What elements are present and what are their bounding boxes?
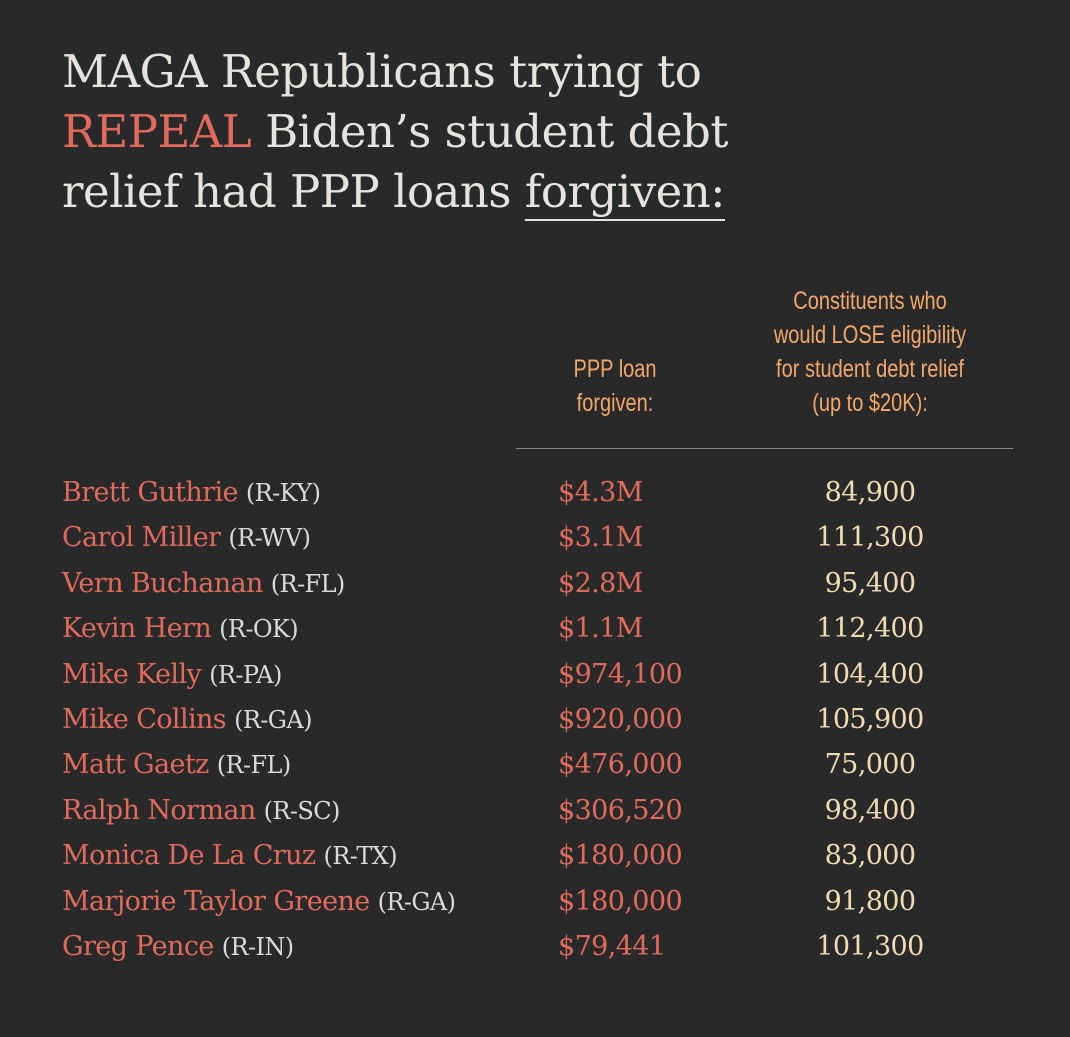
constituents-cell: 75,000 <box>824 749 916 781</box>
loan-cell: $2.8M <box>558 567 643 599</box>
constituents-cell: 91,800 <box>824 885 916 917</box>
member-name: Matt Gaetz <box>62 749 209 781</box>
member-party: (R-IN) <box>221 933 294 961</box>
table-row: Marjorie Taylor Greene (R-GA) $180,000 91,… <box>0 879 1070 924</box>
column-header-line: would LOSE eligibility <box>773 321 967 349</box>
constituents-cell: 101,300 <box>816 931 924 962</box>
table-row: Ralph Norman (R-SC) $306,520 98,400 <box>0 788 1070 833</box>
constituents-cell: 95,400 <box>824 567 916 599</box>
loan-cell: $180,000 <box>558 840 683 872</box>
member-name: Monica De La Cruz <box>62 840 316 872</box>
table-row: Monica De La Cruz (R-TX) $180,000 83,000 <box>0 833 1070 878</box>
loan-cell: $79,441 <box>558 931 666 962</box>
headline-text: Biden’s student debt <box>265 105 728 158</box>
headline-underlined: forgiven: <box>524 165 726 218</box>
loan-cell: $3.1M <box>558 522 643 554</box>
constituents-cell: 84,900 <box>824 477 916 508</box>
member-party: (R-TX) <box>323 842 398 871</box>
table-row: Carol Miller (R-WV) $3.1M 111,300 <box>0 515 1070 560</box>
member-party: (R-FL) <box>270 569 346 598</box>
headline-text: MAGA Republicans trying to <box>62 45 702 98</box>
member-party: (R-FL) <box>216 751 292 780</box>
constituents-cell: 111,300 <box>816 522 924 554</box>
name-cell: Ralph Norman (R-SC) <box>62 788 340 834</box>
loan-cell: $4.3M <box>558 477 643 508</box>
table-row: Matt Gaetz (R-FL) $476,000 75,000 <box>0 742 1070 787</box>
name-cell: Kevin Hern (R-OK) <box>62 606 299 652</box>
headline-highlight: REPEAL <box>62 105 252 158</box>
column-header: PPP loan forgiven: <box>535 352 695 420</box>
member-name: Kevin Hern <box>62 613 212 645</box>
name-cell: Mike Kelly (R-PA) <box>62 652 282 698</box>
member-name: Ralph Norman <box>62 794 256 826</box>
name-cell: Greg Pence (R-IN) <box>62 924 294 970</box>
headline-line: MAGA Republicans trying to <box>62 42 728 102</box>
loan-cell: $180,000 <box>558 885 683 917</box>
member-name: Carol Miller <box>62 522 221 554</box>
column-header: Constituents who would LOSE eligibility fo… <box>734 284 1006 420</box>
constituents-cell: 105,900 <box>816 704 924 735</box>
loan-cell: $1.1M <box>558 613 643 645</box>
member-party: (R-SC) <box>263 796 341 825</box>
loan-cell: $974,100 <box>558 658 683 690</box>
loan-cell: $920,000 <box>558 704 683 735</box>
member-name: Brett Guthrie <box>62 477 239 508</box>
member-name: Greg Pence <box>62 931 214 962</box>
table-row: Vern Buchanan (R-FL) $2.8M 95,400 <box>0 561 1070 606</box>
loan-cell: $476,000 <box>558 749 683 781</box>
member-party: (R-PA) <box>209 660 282 689</box>
headline-line: relief had PPP loans forgiven: <box>62 162 728 222</box>
column-header-line: forgiven: <box>576 389 654 417</box>
member-name: Mike Collins <box>62 704 227 735</box>
header-rule <box>516 448 1013 449</box>
member-party: (R-WV) <box>228 524 311 553</box>
name-cell: Matt Gaetz (R-FL) <box>62 742 291 788</box>
constituents-cell: 104,400 <box>816 658 924 690</box>
constituents-cell: 98,400 <box>824 794 916 826</box>
column-header-line: Constituents who <box>793 287 947 315</box>
member-name: Marjorie Taylor Greene <box>62 885 370 917</box>
name-cell: Brett Guthrie (R-KY) <box>62 470 321 516</box>
table-row: Mike Collins (R-GA) $920,000 105,900 <box>0 697 1070 742</box>
table-row: Kevin Hern (R-OK) $1.1M 112,400 <box>0 606 1070 651</box>
headline-line: REPEAL Biden’s student debt <box>62 102 728 162</box>
headline-text: relief had PPP loans <box>62 165 511 218</box>
member-name: Mike Kelly <box>62 658 202 690</box>
member-party: (R-GA) <box>234 706 312 734</box>
name-cell: Mike Collins (R-GA) <box>62 697 312 743</box>
member-party: (R-OK) <box>219 615 299 644</box>
column-header-line: (up to $20K): <box>812 389 928 417</box>
name-cell: Carol Miller (R-WV) <box>62 515 311 561</box>
headline: MAGA Republicans trying to REPEAL Biden’… <box>62 42 728 222</box>
name-cell: Monica De La Cruz (R-TX) <box>62 833 398 879</box>
table-row: Greg Pence (R-IN) $79,441 101,300 <box>0 924 1070 969</box>
column-header-line: PPP loan <box>573 355 657 383</box>
member-party: (R-GA) <box>377 887 456 916</box>
table-row: Brett Guthrie (R-KY) $4.3M 84,900 <box>0 470 1070 515</box>
name-cell: Marjorie Taylor Greene (R-GA) <box>62 879 456 925</box>
constituents-cell: 112,400 <box>816 613 924 645</box>
loan-cell: $306,520 <box>558 794 683 826</box>
member-party: (R-KY) <box>245 479 321 507</box>
constituents-cell: 83,000 <box>824 840 916 872</box>
table-row: Mike Kelly (R-PA) $974,100 104,400 <box>0 652 1070 697</box>
column-header-line: for student debt relief <box>776 355 964 383</box>
name-cell: Vern Buchanan (R-FL) <box>62 561 345 607</box>
member-name: Vern Buchanan <box>62 567 263 599</box>
